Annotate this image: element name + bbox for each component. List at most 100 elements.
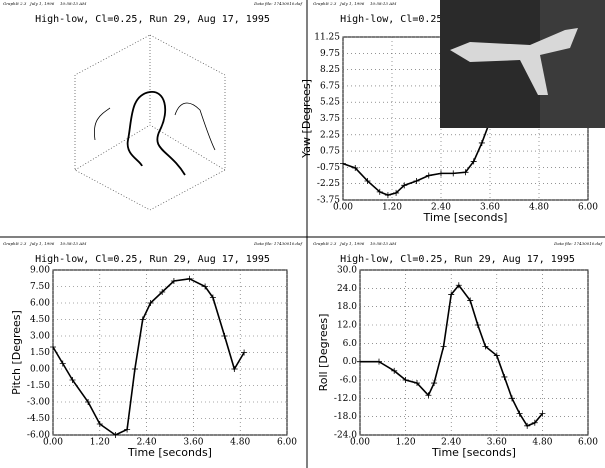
- data-point: [221, 333, 228, 339]
- data-point: [474, 322, 481, 328]
- x-axis-label: Time [seconds]: [127, 446, 212, 459]
- y-tick-label: 6.75: [320, 81, 340, 91]
- data-point: [516, 410, 523, 417]
- x-tick-label: 3.60: [487, 438, 507, 448]
- header-time: 10:58:13 AM: [370, 1, 397, 6]
- data-point: [478, 139, 485, 146]
- header-time: 10:58:13 AM: [370, 241, 397, 246]
- y-tick-label: -0.75: [317, 163, 340, 173]
- data-point: [393, 189, 400, 196]
- data-point: [231, 366, 238, 372]
- y-tick-label: -1.50: [27, 381, 50, 391]
- y-tick-label: 7.50: [30, 282, 50, 292]
- data-point: [96, 421, 103, 427]
- data-point: [450, 170, 457, 177]
- y-tick-label: 9.00: [30, 266, 50, 276]
- y-tick-label: 0.00: [30, 365, 50, 375]
- data-point: [402, 377, 409, 383]
- data-point: [493, 352, 500, 359]
- data-point: [482, 343, 489, 350]
- data-point: [376, 358, 382, 365]
- x-axis-label: Time [seconds]: [431, 446, 516, 459]
- chart-title: High-low, Cl=0.25, Run 29, Aug 17, 1995: [35, 14, 270, 25]
- x-tick-label: 2.40: [431, 203, 451, 213]
- data-point: [431, 380, 438, 387]
- y-tick-label: -6.0: [340, 376, 358, 386]
- x-tick-label: 0.00: [43, 438, 63, 448]
- y-tick-label: 8.25: [320, 65, 340, 75]
- photo-inset: [440, 0, 605, 128]
- data-point: [425, 172, 432, 179]
- header-date: July 1, 1996: [29, 241, 55, 246]
- data-line: [360, 283, 544, 427]
- y-tick-label: 6.0: [343, 339, 358, 349]
- data-point: [501, 373, 508, 380]
- x-tick-label: 1.20: [396, 438, 416, 448]
- data-point: [509, 395, 515, 402]
- x-tick-label: 2.40: [137, 438, 157, 448]
- data-point: [440, 343, 447, 350]
- data-point: [352, 164, 359, 171]
- data-point: [50, 344, 56, 350]
- y-tick-label: 0.75: [320, 147, 340, 157]
- x-tick-label: 6.00: [277, 438, 297, 448]
- data-point: [170, 278, 177, 284]
- data-point: [462, 169, 469, 176]
- y-tick-label: 2.25: [320, 130, 340, 140]
- cube-3d: [74, 34, 226, 211]
- y-tick-label: -4.50: [27, 414, 50, 424]
- data-point: [425, 392, 432, 399]
- data-point: [159, 289, 166, 295]
- y-tick-label: -2.25: [317, 179, 340, 189]
- y-tick-label: -12.0: [334, 394, 357, 404]
- data-point: [85, 399, 92, 405]
- x-tick-label: 6.00: [578, 438, 598, 448]
- plot-frame: [359, 269, 589, 436]
- x-tick-label: 4.80: [230, 438, 250, 448]
- data-point: [391, 367, 398, 374]
- x-tick-label: 1.20: [90, 438, 110, 448]
- x-tick-label: 0.00: [333, 203, 353, 213]
- header-file: Data file: 17430010.daf: [253, 241, 303, 246]
- header-app: GraphIt 2.3: [313, 1, 337, 6]
- header-file: Data file: 17430010.daf: [253, 1, 303, 6]
- header-app: GraphIt 2.3: [3, 241, 27, 246]
- data-point: [59, 360, 66, 367]
- data-point: [467, 297, 474, 304]
- data-point: [186, 275, 193, 282]
- chart-title: High-low, Cl=0.25, Run 29, Aug 17, 1995: [35, 254, 270, 265]
- data-point: [438, 170, 444, 177]
- data-point: [147, 300, 154, 306]
- y-tick-label: 24.0: [337, 284, 357, 294]
- y-tick-label: 30.0: [337, 266, 357, 276]
- y-tick-label: 5.25: [320, 98, 340, 108]
- data-point: [139, 316, 146, 323]
- data-point: [531, 419, 538, 426]
- chart-title: High-low, Cl=0.25, Run 29, Aug 17, 1995: [340, 254, 575, 265]
- y-tick-label: -24.0: [334, 431, 357, 441]
- data-point: [376, 188, 383, 195]
- data-line: [52, 277, 245, 436]
- header-app: GraphIt 2.3: [313, 241, 337, 246]
- x-tick-label: 2.40: [441, 438, 461, 448]
- header-time: 10:58:13 AM: [60, 1, 87, 6]
- data-point: [413, 177, 420, 184]
- data-point: [357, 358, 363, 365]
- data-point: [340, 160, 346, 167]
- y-axis-label: Yaw [Degrees]: [300, 79, 313, 159]
- x-tick-label: 3.60: [183, 438, 203, 448]
- data-point: [124, 426, 131, 433]
- y-tick-label: 4.50: [30, 315, 50, 325]
- header-date: July 1, 1996: [339, 1, 365, 6]
- y-tick-label: 18.0: [337, 302, 357, 312]
- x-tick-label: 4.80: [532, 438, 552, 448]
- x-tick-label: 0.00: [350, 438, 370, 448]
- data-point: [470, 158, 477, 165]
- y-tick-label: 6.00: [30, 299, 50, 309]
- y-tick-label: 0.0: [343, 357, 358, 367]
- data-point: [414, 380, 420, 387]
- data-point: [69, 377, 76, 383]
- y-tick-label: -6.00: [27, 431, 50, 441]
- y-axis-label: Roll [Degrees]: [317, 314, 330, 392]
